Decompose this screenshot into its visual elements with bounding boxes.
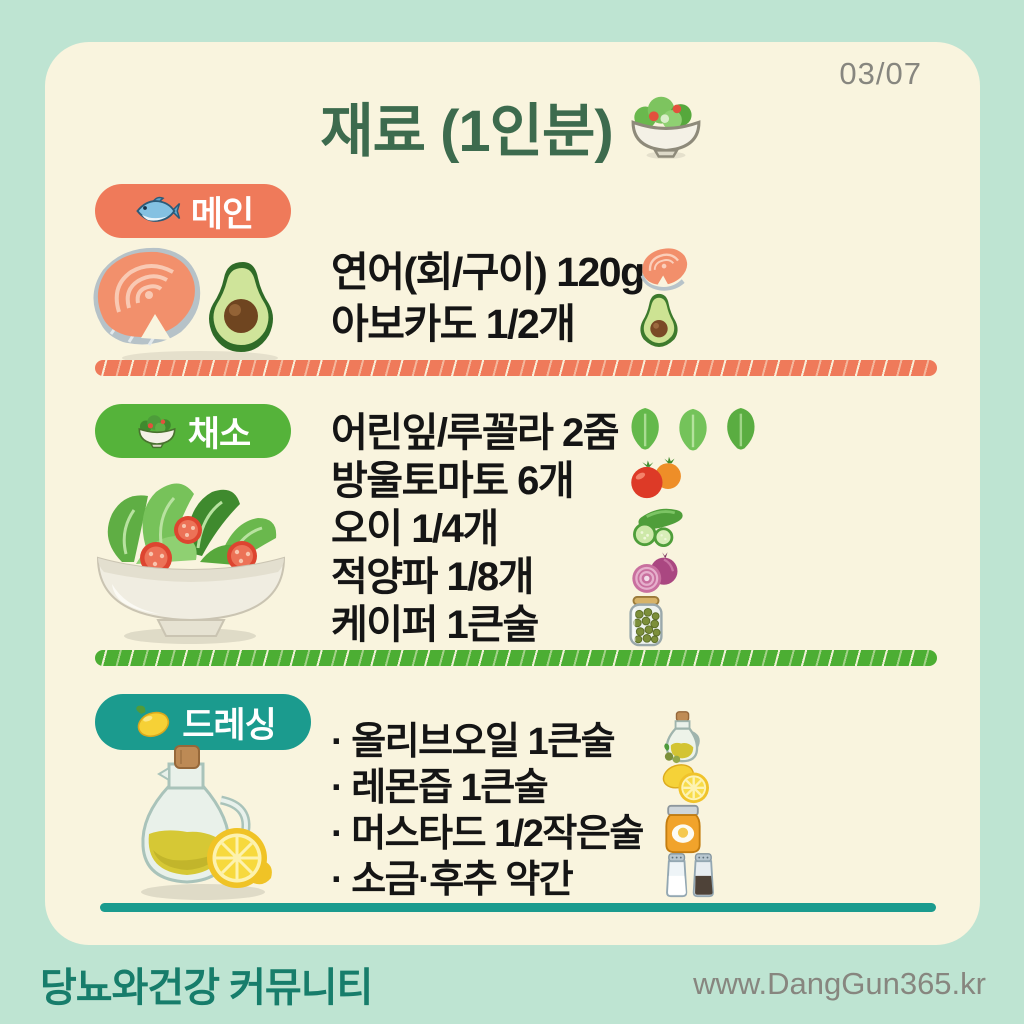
ingredient-text: · 올리브오일 1큰술 bbox=[331, 720, 616, 763]
ingredient-item: 아보카도 1/2개 bbox=[331, 293, 678, 348]
ingredient-text: 방울토마토 6개 bbox=[331, 459, 575, 503]
ingredient-item: 방울토마토 6개 bbox=[331, 453, 681, 503]
vegetables-section-divider bbox=[95, 650, 937, 666]
section-badge-vegetables: 채소 bbox=[95, 404, 291, 458]
ingredient-item: · 올리브오일 1큰술 bbox=[331, 711, 700, 764]
olive-oil-icon bbox=[661, 710, 705, 764]
ingredient-text: 연어(회/구이) 120g bbox=[331, 249, 645, 295]
ingredient-item: 적양파 1/8개 bbox=[331, 549, 678, 599]
ingredient-text: 적양파 1/8개 bbox=[331, 555, 534, 599]
fish-icon bbox=[136, 196, 181, 222]
salad-bowl-icon bbox=[631, 96, 701, 159]
salad-bowl-illustration bbox=[96, 483, 286, 644]
badge-label-vegetables: 채소 bbox=[187, 414, 251, 454]
brand-text: 당뇨와건강 커뮤니티 bbox=[40, 966, 373, 1010]
salmon-avocado-illustration bbox=[93, 247, 278, 365]
ingredient-text: · 소금·후추 약간 bbox=[331, 858, 574, 901]
olive-oil-lemon-illustration bbox=[141, 745, 272, 900]
ingredient-text: · 머스타드 1/2작은술 bbox=[331, 812, 644, 855]
red-onion-icon bbox=[626, 550, 682, 596]
ingredient-text: · 레몬즙 1큰술 bbox=[331, 766, 549, 809]
ingredient-text: 아보카도 1/2개 bbox=[331, 301, 576, 347]
ingredient-text: 어린잎/루꼴라 2줌 bbox=[331, 411, 620, 455]
leaf-trio-icon bbox=[626, 406, 760, 452]
salt-pepper-icon bbox=[661, 852, 719, 898]
recipe-card: 03/07 재료 (1인분) 메인 bbox=[45, 42, 980, 945]
ingredient-item: 케이퍼 1큰술 bbox=[331, 595, 663, 647]
page-title: 재료 (1인분) bbox=[45, 84, 980, 168]
cucumber-icon bbox=[626, 503, 686, 547]
badge-label-dressing: 드레싱 bbox=[182, 705, 277, 745]
lemon-icon bbox=[136, 705, 170, 738]
salmon-icon bbox=[637, 243, 693, 293]
ingredient-item: · 레몬즙 1큰술 bbox=[331, 760, 709, 809]
avocado-icon bbox=[637, 292, 681, 348]
cherry-tomatoes-icon bbox=[626, 454, 688, 500]
capers-jar-icon bbox=[626, 595, 666, 647]
page-indicator: 03/07 bbox=[839, 56, 922, 91]
main-section-divider bbox=[95, 360, 937, 376]
lemon-half-icon bbox=[661, 761, 713, 805]
title-text: 재료 (1인분) bbox=[320, 99, 613, 164]
ingredient-item: 연어(회/구이) 120g bbox=[331, 242, 688, 295]
vegetable-ingredient-list: 어린잎/루꼴라 2줌 방울토마토 6개 bbox=[331, 405, 755, 647]
ingredient-text: 오이 1/4개 bbox=[331, 507, 499, 551]
ingredient-item: 어린잎/루꼴라 2줌 bbox=[331, 405, 755, 455]
bottom-rule bbox=[100, 903, 936, 912]
dressing-ingredient-list: · 올리브오일 1큰술 · 레몬즙 1큰술 bbox=[331, 711, 714, 901]
mustard-jar-icon bbox=[661, 804, 705, 854]
ingredient-text: 케이퍼 1큰술 bbox=[331, 603, 539, 647]
section-badge-main: 메인 bbox=[95, 184, 291, 238]
ingredient-item: · 소금·후추 약간 bbox=[331, 852, 714, 901]
ingredient-item: 오이 1/4개 bbox=[331, 501, 683, 551]
badge-label-main: 메인 bbox=[190, 194, 254, 234]
salad-bowl-icon bbox=[138, 415, 176, 449]
website-url: www.DangGun365.kr bbox=[693, 966, 986, 1001]
section-badge-dressing: 드레싱 bbox=[95, 694, 311, 750]
ingredient-item: · 머스타드 1/2작은술 bbox=[331, 804, 701, 855]
main-ingredient-list: 연어(회/구이) 120g 아보카도 1/2개 bbox=[331, 242, 688, 348]
